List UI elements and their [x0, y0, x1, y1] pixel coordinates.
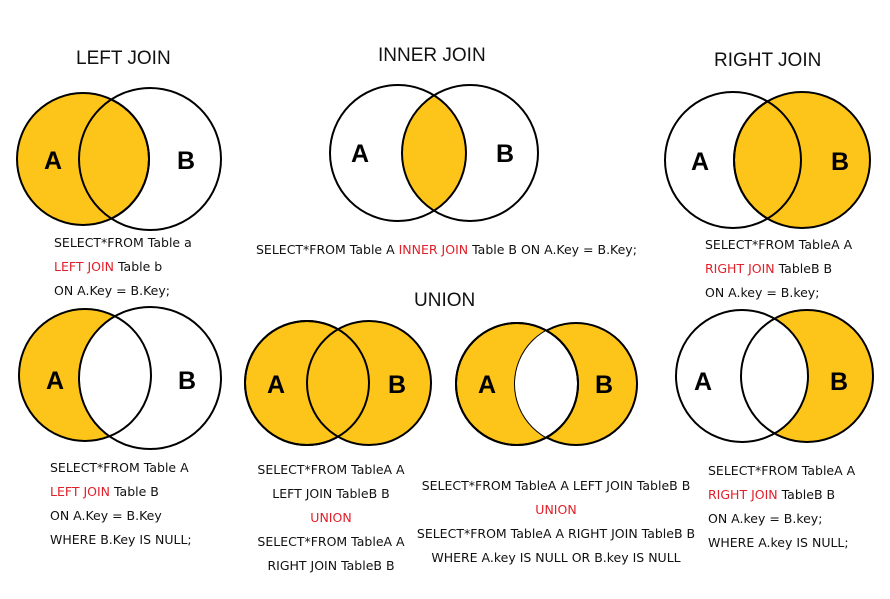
title-right-join: RIGHT JOIN — [714, 50, 822, 71]
sql-line: LEFT JOIN Table B — [50, 480, 192, 504]
sql-line: SELECT*FROM TableA A — [705, 237, 853, 252]
sql-left-only: SELECT*FROM Table A LEFT JOIN Table B ON… — [50, 456, 192, 552]
circle-b — [401, 84, 539, 222]
sql-line: SELECT*FROM TableA A LEFT JOIN TableB B — [421, 478, 691, 493]
sql-line: WHERE A.key IS NULL OR B.key IS NULL — [431, 550, 681, 565]
venn-inner-join: A B — [329, 84, 539, 222]
intersection — [733, 92, 801, 228]
intersection — [740, 310, 808, 442]
venn-right-join: A B — [664, 91, 871, 229]
label-b: B — [388, 371, 406, 399]
sql-keyword: RIGHT JOIN — [705, 261, 775, 276]
label-a: A — [478, 371, 496, 399]
venn-right-only: A B — [675, 309, 874, 443]
label-a: A — [691, 148, 709, 176]
sql-line: RIGHT JOIN TableB B — [267, 558, 395, 573]
sql-text: TableB B — [774, 261, 833, 276]
sql-union-exclusive: SELECT*FROM TableA A LEFT JOIN TableB B … — [413, 474, 699, 570]
sql-text: Table B ON A.Key = B.Key; — [468, 242, 637, 257]
sql-right-only: SELECT*FROM TableA A RIGHT JOIN TableB B… — [708, 459, 855, 555]
circle-b — [78, 87, 222, 231]
sql-keyword: UNION — [310, 510, 352, 525]
sql-line: LEFT JOIN Table b — [54, 255, 192, 279]
label-a: A — [267, 371, 285, 399]
label-a: A — [44, 147, 62, 175]
sql-line: RIGHT JOIN TableB B — [708, 483, 855, 507]
circle-a-outline — [455, 322, 579, 446]
intersection — [402, 85, 466, 221]
sql-line: SELECT*FROM Table a — [54, 235, 192, 250]
sql-line: SELECT*FROM TableA A — [708, 463, 856, 478]
sql-keyword: LEFT JOIN — [54, 259, 115, 274]
sql-line: ON A.key = B.key; — [705, 285, 820, 300]
sql-line: SELECT*FROM TableA A — [257, 534, 405, 549]
venn-full-union: A B — [244, 320, 432, 446]
sql-text: SELECT*FROM Table A — [256, 242, 399, 257]
label-a: A — [351, 140, 369, 168]
label-b: B — [496, 140, 514, 168]
title-union: UNION — [414, 290, 476, 311]
sql-keyword: LEFT JOIN — [50, 484, 111, 499]
circle-a — [329, 84, 467, 222]
sql-line: LEFT JOIN TableB B — [272, 486, 390, 501]
circle-a — [664, 91, 802, 229]
label-b: B — [595, 371, 613, 399]
label-b: B — [831, 148, 849, 176]
sql-line: WHERE B.Key IS NULL; — [50, 532, 192, 547]
sql-text: Table B — [110, 484, 159, 499]
sql-full-union: SELECT*FROM TableA A LEFT JOIN TableB B … — [256, 458, 406, 578]
sql-keyword: RIGHT JOIN — [708, 487, 778, 502]
venn-union-exclusive: A B — [455, 322, 638, 446]
label-a: A — [46, 367, 64, 395]
sql-text: TableB B — [777, 487, 836, 502]
sql-inner-join: SELECT*FROM Table A INNER JOIN Table B O… — [256, 238, 637, 262]
sql-right-join: SELECT*FROM TableA A RIGHT JOIN TableB B… — [705, 233, 852, 305]
venn-left-join: A B — [16, 87, 222, 231]
title-inner-join: INNER JOIN — [378, 45, 486, 66]
sql-keyword: UNION — [535, 502, 577, 517]
sql-left-join: SELECT*FROM Table a LEFT JOIN Table b ON… — [54, 231, 192, 303]
sql-line: ON A.Key = B.Key — [50, 508, 162, 523]
sql-text: Table b — [114, 259, 163, 274]
sql-line: WHERE A.key IS NULL; — [708, 535, 849, 550]
sql-keyword: INNER JOIN — [398, 242, 469, 257]
label-b: B — [177, 147, 195, 175]
label-a: A — [694, 368, 712, 396]
sql-line: ON A.key = B.key; — [708, 511, 823, 526]
label-b: B — [830, 368, 848, 396]
sql-line: SELECT*FROM Table A — [50, 460, 189, 475]
title-left-join: LEFT JOIN — [76, 48, 171, 69]
label-b: B — [178, 367, 196, 395]
sql-line: ON A.Key = B.Key; — [54, 283, 170, 298]
sql-line: SELECT*FROM TableA A RIGHT JOIN TableB B — [416, 526, 696, 541]
circle-a-outline — [244, 320, 370, 446]
sql-line: RIGHT JOIN TableB B — [705, 257, 852, 281]
venn-left-only: A B — [18, 306, 222, 450]
sql-line: SELECT*FROM TableA A — [257, 462, 405, 477]
